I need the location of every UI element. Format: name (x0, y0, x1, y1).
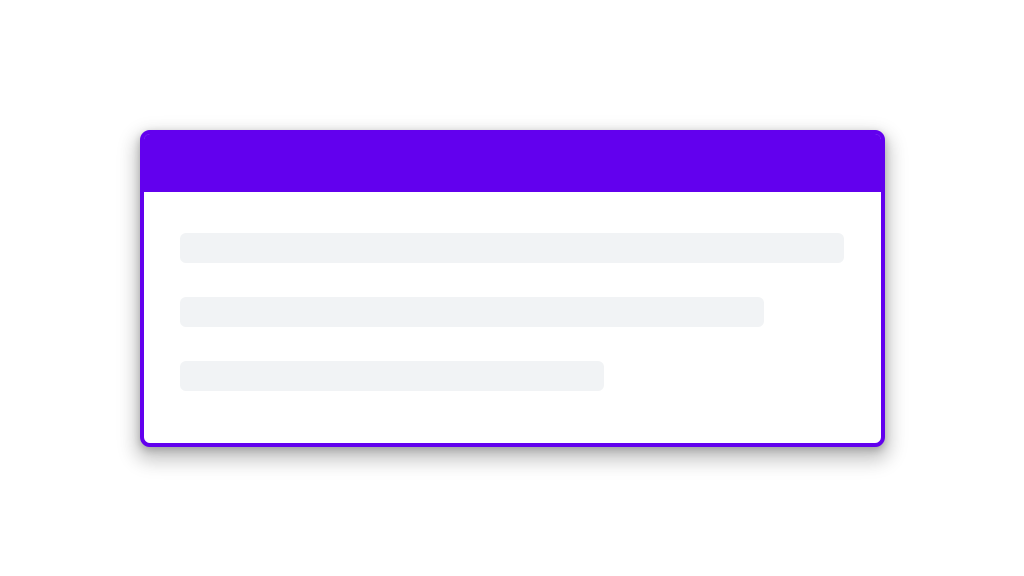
skeleton-line (180, 361, 604, 391)
skeleton-line (180, 233, 844, 263)
card (140, 130, 885, 447)
card-body (144, 192, 881, 391)
card-header (144, 134, 881, 192)
skeleton-line (180, 297, 764, 327)
